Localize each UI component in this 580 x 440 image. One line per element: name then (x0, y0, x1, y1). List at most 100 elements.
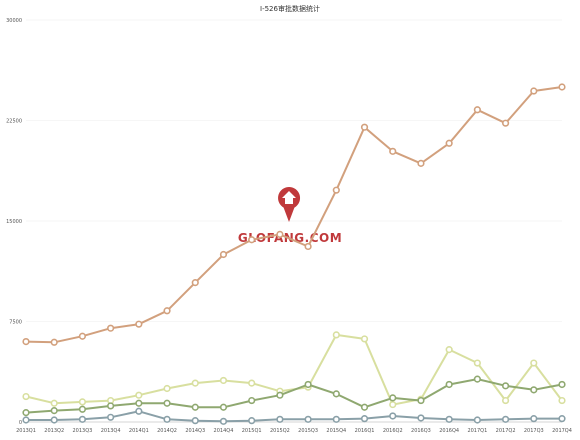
data-point (219, 250, 228, 259)
data-point (22, 409, 30, 417)
data-point (304, 380, 312, 389)
series-4 (22, 407, 566, 425)
data-point (248, 417, 256, 425)
x-tick-label: 2013Q1 (16, 428, 36, 434)
data-point (501, 382, 510, 390)
data-point (191, 403, 199, 411)
data-point (135, 320, 143, 328)
data-point (530, 415, 538, 423)
data-point (332, 331, 340, 339)
data-point (248, 236, 256, 244)
data-point (417, 414, 425, 422)
data-point (501, 396, 510, 405)
data-point (389, 412, 397, 420)
y-tick-label: 7500 (9, 320, 22, 326)
y-tick-label: 0 (19, 420, 22, 426)
data-point (276, 415, 284, 423)
data-point (558, 380, 566, 389)
data-point (50, 399, 58, 407)
series-3 (22, 375, 566, 417)
data-point (22, 338, 30, 346)
series-line (25, 378, 563, 414)
data-point (107, 402, 115, 410)
x-tick-label: 2016Q1 (355, 428, 375, 434)
data-point (473, 375, 481, 383)
data-point (501, 415, 510, 423)
x-tick-label: 2015Q2 (270, 428, 290, 434)
x-tick-label: 2015Q4 (326, 428, 346, 434)
data-point (530, 386, 538, 394)
x-tick-label: 2017Q3 (524, 428, 544, 434)
data-point (191, 379, 199, 387)
data-point (530, 87, 538, 95)
grid-lines (26, 19, 562, 423)
data-point (360, 123, 369, 131)
data-point (163, 307, 171, 315)
x-tick-label: 2017Q4 (552, 428, 572, 434)
data-point (360, 415, 369, 423)
x-tick-label: 2017Q1 (467, 428, 487, 434)
data-point (248, 379, 256, 387)
data-point (332, 390, 340, 398)
y-tick-label: 22500 (6, 119, 22, 125)
x-tick-label: 2015Q3 (298, 428, 318, 434)
data-point (191, 417, 199, 425)
data-point (22, 416, 30, 424)
data-point (107, 413, 115, 421)
data-point (445, 380, 453, 389)
series-1 (22, 83, 566, 346)
data-point (558, 83, 566, 91)
x-tick-label: 2016Q4 (439, 428, 459, 434)
watermark: GLOFANG.COM (238, 187, 342, 245)
x-tick-label: 2014Q3 (185, 428, 205, 434)
data-point (219, 417, 228, 425)
data-point (389, 400, 397, 409)
data-point (107, 324, 115, 332)
data-point (501, 119, 510, 127)
data-point (473, 359, 481, 367)
series-line (25, 86, 563, 344)
data-point (135, 391, 143, 399)
data-point (445, 415, 453, 423)
data-point (417, 159, 425, 167)
data-point (135, 407, 143, 415)
data-point (558, 415, 566, 423)
data-point (163, 384, 171, 393)
data-point (417, 396, 425, 405)
data-point (78, 398, 87, 406)
data-point (78, 405, 87, 413)
data-point (248, 396, 256, 405)
chart-title: I-526审批数据统计 (260, 4, 320, 13)
x-tick-label: 2014Q4 (214, 428, 234, 434)
x-axis-ticks: 2013Q1 2013Q2 2013Q3 2013Q4 2014Q1 2014Q2 2014… (16, 428, 572, 434)
x-tick-label: 2013Q4 (101, 428, 121, 434)
data-point (304, 242, 312, 251)
data-point (22, 392, 30, 401)
data-point (360, 403, 369, 411)
y-tick-label: 30000 (6, 18, 22, 24)
x-tick-label: 2014Q1 (129, 428, 149, 434)
series-line (26, 410, 562, 423)
x-tick-label: 2015Q1 (242, 428, 262, 434)
data-point (389, 147, 397, 155)
data-point (473, 416, 481, 424)
data-point (332, 186, 340, 194)
data-point (191, 279, 199, 287)
x-tick-label: 2017Q2 (496, 428, 516, 434)
data-point (78, 332, 87, 340)
data-point (50, 416, 58, 424)
data-point (445, 139, 453, 147)
y-axis-ticks: 0 7500 15000 22500 30000 (6, 18, 22, 426)
data-point (163, 399, 171, 407)
data-point (473, 106, 481, 114)
data-point (219, 403, 228, 411)
data-point (50, 407, 58, 415)
data-point (276, 391, 284, 399)
series-line (25, 333, 563, 406)
data-point (163, 415, 171, 423)
data-point (445, 346, 453, 354)
data-point (304, 415, 312, 423)
data-point (276, 230, 284, 238)
data-point (558, 396, 566, 405)
